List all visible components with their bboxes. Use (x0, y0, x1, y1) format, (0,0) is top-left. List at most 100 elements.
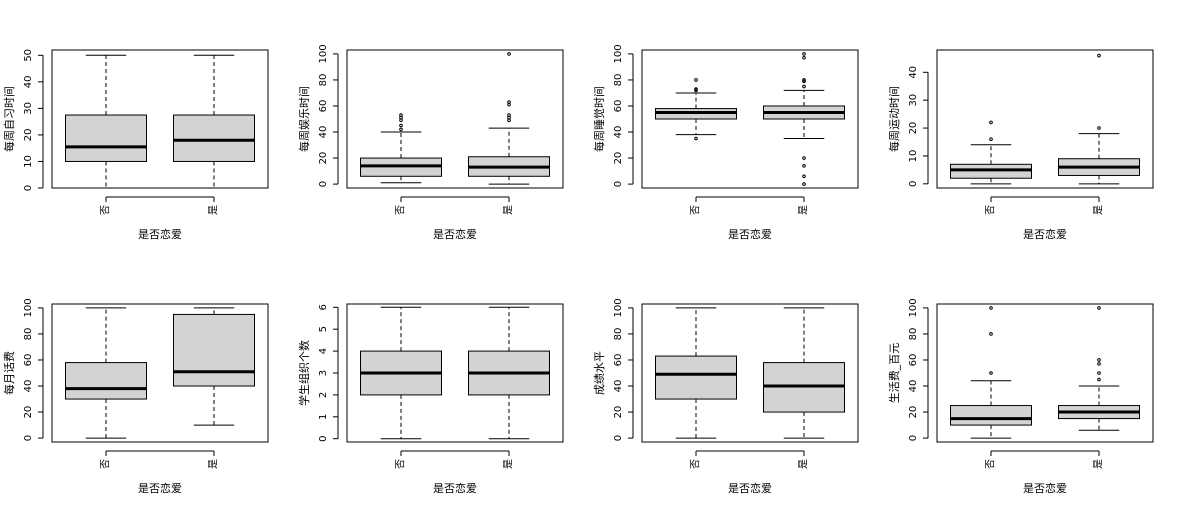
y-axis-title: 每周运动时间 (887, 86, 901, 152)
x-tick-label: 否 (100, 205, 112, 215)
y-tick-label: 5 (318, 326, 329, 332)
x-axis-title: 是否恋爱 (1023, 481, 1067, 495)
y-tick-label: 100 (908, 298, 919, 317)
box-group (65, 54, 147, 189)
box-group (468, 52, 550, 185)
y-axis-title: 每周睡觉时间 (592, 86, 606, 152)
y-tick-label: 80 (23, 328, 34, 341)
y-tick-label: 100 (23, 298, 34, 317)
x-axis-title: 是否恋爱 (1023, 227, 1067, 241)
y-tick-label: 0 (613, 181, 624, 187)
outlier-point (989, 371, 993, 375)
x-axis-title: 是否恋爱 (728, 227, 772, 241)
iqr-box (950, 405, 1032, 426)
plot-frame (346, 49, 564, 189)
outlier-point (802, 84, 806, 89)
x-tick-label: 否 (690, 205, 702, 215)
outlier-point (802, 52, 806, 56)
outlier-point (1097, 126, 1101, 130)
box-group (950, 306, 1032, 439)
box-group (173, 54, 255, 189)
outlier-point (802, 78, 806, 82)
outlier-point (399, 113, 403, 117)
y-tick-label: 0 (23, 435, 34, 441)
box-group (950, 120, 1032, 185)
y-tick-label: 60 (23, 354, 34, 367)
box-group (1058, 306, 1140, 431)
y-tick-label: 40 (908, 380, 919, 393)
outlier-point (802, 182, 806, 186)
plot-frame (51, 303, 269, 443)
y-axis-title: 每周娱乐时间 (297, 86, 311, 152)
y-axis-title: 成绩水平 (593, 351, 606, 395)
y-tick-label: 30 (908, 94, 919, 107)
y-tick-label: 10 (23, 155, 34, 168)
outlier-point (989, 306, 993, 310)
outlier-point (694, 87, 698, 91)
y-axis-title: 学生组织个数 (297, 340, 311, 406)
y-axis-title: 每月话费 (2, 351, 16, 395)
y-tick-label: 1 (318, 414, 329, 420)
iqr-box (65, 114, 147, 162)
x-axis-title: 是否恋爱 (138, 481, 182, 495)
outlier-point (802, 79, 806, 84)
outlier-point (1097, 358, 1101, 362)
x-axis-title: 是否恋爱 (138, 227, 182, 241)
box-group (655, 78, 737, 141)
outlier-point (1097, 362, 1101, 366)
y-tick-label: 60 (908, 354, 919, 367)
box-group (468, 306, 550, 440)
outlier-point (802, 174, 806, 179)
x-tick-label: 否 (395, 205, 407, 215)
y-tick-label: 0 (318, 181, 329, 187)
y-tick-label: 0 (613, 435, 624, 441)
y-tick-label: 40 (23, 380, 34, 393)
y-tick-label: 50 (23, 49, 34, 62)
plot-frame (51, 49, 269, 189)
x-axis-title: 是否恋爱 (433, 481, 477, 495)
box-group (763, 307, 845, 439)
iqr-box (65, 362, 147, 400)
x-tick-label: 是 (798, 205, 810, 215)
plot-frame (936, 49, 1154, 189)
x-axis-title: 是否恋爱 (433, 227, 477, 241)
box-group (1058, 53, 1140, 185)
outlier-point (989, 137, 993, 142)
y-tick-label: 40 (318, 126, 329, 139)
plot-frame (936, 303, 1154, 443)
y-tick-label: 80 (318, 74, 329, 87)
outlier-point (399, 123, 403, 128)
y-tick-label: 100 (318, 44, 329, 63)
outlier-point (507, 100, 511, 104)
x-tick-label: 否 (985, 459, 997, 469)
outlier-point (989, 332, 993, 336)
y-tick-label: 40 (613, 126, 624, 139)
y-tick-label: 4 (318, 348, 329, 354)
y-tick-label: 20 (908, 406, 919, 419)
y-tick-label: 0 (23, 185, 34, 191)
outlier-point (694, 88, 698, 93)
y-tick-label: 0 (318, 436, 329, 442)
x-axis-title: 是否恋爱 (728, 481, 772, 495)
outlier-point (1097, 306, 1101, 310)
outlier-point (802, 156, 806, 160)
box-group (360, 306, 442, 440)
y-tick-label: 100 (613, 44, 624, 63)
outlier-point (399, 127, 403, 132)
box-group (65, 307, 147, 439)
x-tick-label: 否 (100, 459, 112, 469)
y-tick-label: 40 (613, 380, 624, 393)
x-tick-label: 是 (798, 459, 810, 469)
y-tick-label: 30 (23, 102, 34, 115)
x-tick-label: 是 (1093, 459, 1105, 469)
outlier-point (802, 164, 806, 168)
y-tick-label: 80 (613, 328, 624, 341)
y-tick-label: 100 (613, 298, 624, 317)
